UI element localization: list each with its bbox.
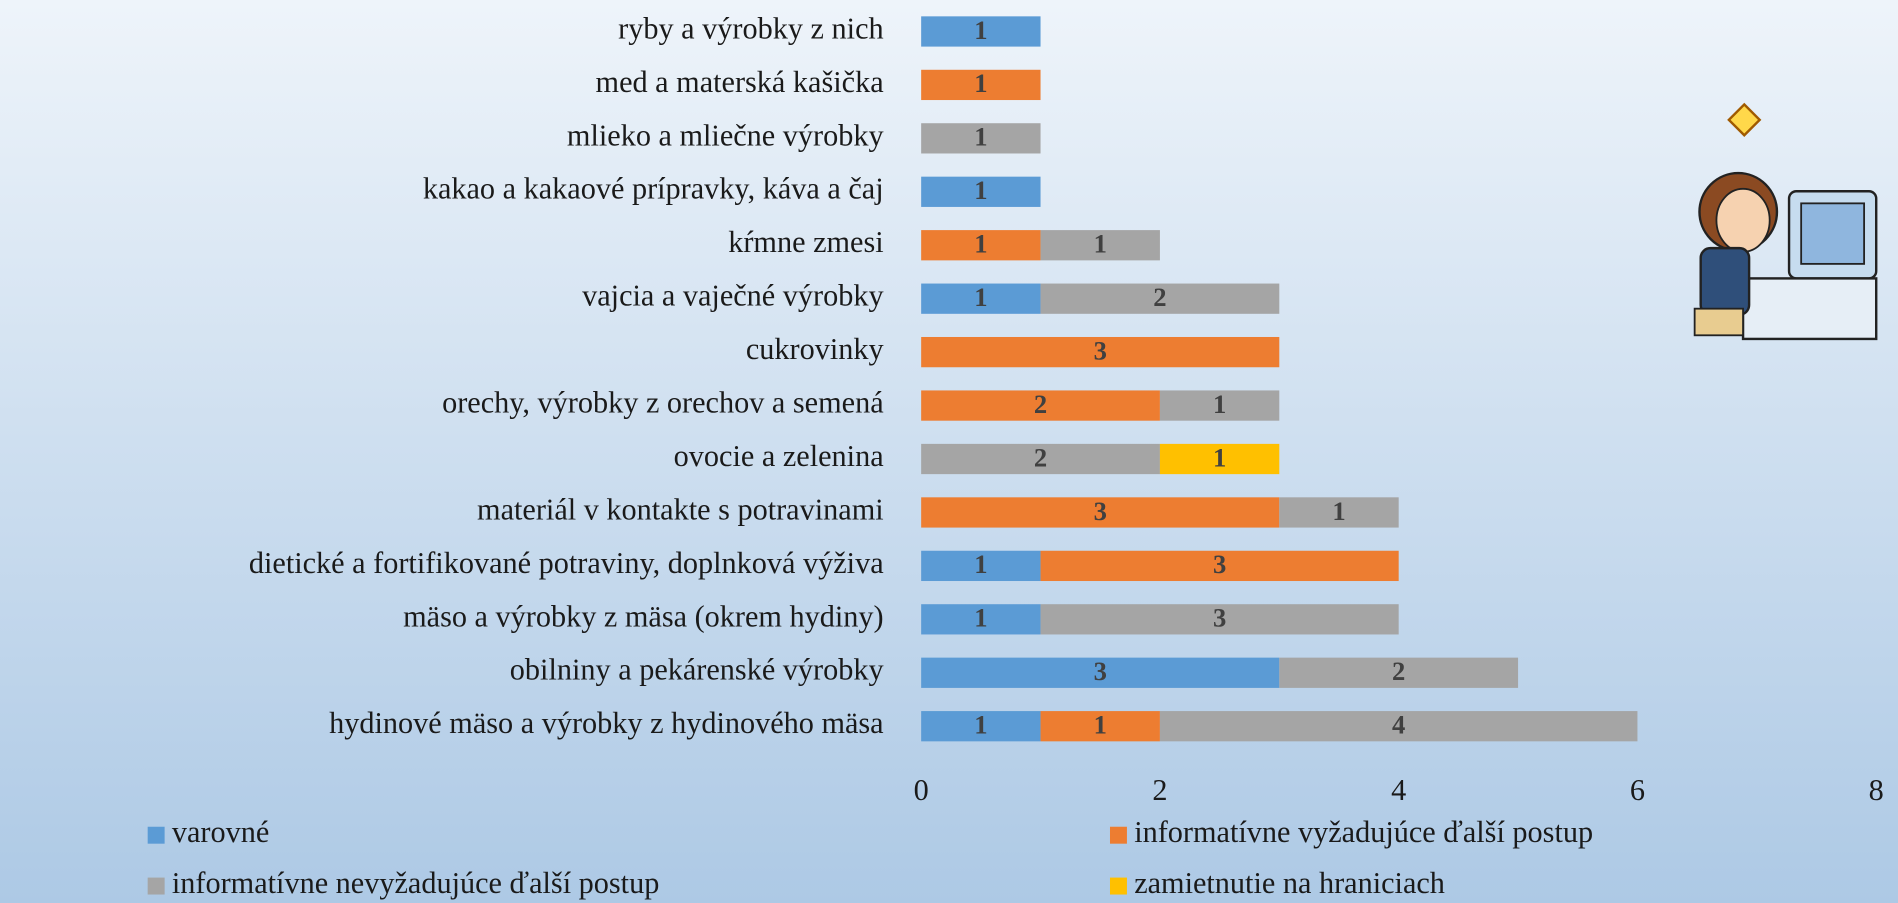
data-label: 4 (1392, 710, 1405, 740)
y-tick-label: hydinové mäso a výrobky z hydinového mäs… (329, 706, 884, 740)
data-label: 1 (974, 229, 987, 259)
data-label: 1 (974, 603, 987, 633)
data-label: 2 (1034, 389, 1047, 419)
data-label: 1 (1094, 229, 1107, 259)
y-tick-label: mlieko a mliečne výrobky (567, 118, 884, 152)
x-tick-label: 0 (914, 773, 929, 807)
legend-swatch (1110, 878, 1127, 895)
data-label: 3 (1094, 335, 1107, 365)
data-label: 1 (974, 15, 987, 45)
y-tick-label: med a materská kašička (596, 65, 885, 99)
x-tick-label: 8 (1869, 773, 1884, 807)
y-tick-label: obilniny a pekárenské výrobky (510, 653, 884, 687)
y-tick-label: ovocie a zelenina (674, 439, 885, 473)
data-label: 1 (974, 175, 987, 205)
x-tick-label: 6 (1630, 773, 1645, 807)
y-tick-label: vajcia a vaječné výrobky (582, 279, 884, 313)
data-label: 1 (1094, 710, 1107, 740)
data-label: 3 (1094, 656, 1107, 686)
y-tick-label: mäso a výrobky z mäsa (okrem hydiny) (403, 599, 884, 633)
legend-label: informatívne nevyžadujúce ďalší postup (172, 866, 659, 900)
data-label: 1 (1332, 496, 1345, 526)
data-label: 1 (1213, 442, 1226, 472)
legend-label: informatívne vyžadujúce ďalší postup (1134, 815, 1593, 849)
data-label: 1 (1213, 389, 1226, 419)
data-label: 1 (974, 68, 987, 98)
y-tick-label: cukrovinky (746, 332, 884, 366)
chart: 0 2 4 6 8 ryby a výrobky z nich 1 med a matersk… (0, 0, 1898, 903)
data-label: 2 (1034, 442, 1047, 472)
y-tick-label: dietické a fortifikované potraviny, dopl… (249, 546, 884, 580)
data-label: 2 (1153, 282, 1166, 312)
y-tick-label: materiál v kontakte s potravinami (477, 492, 884, 526)
data-label: 2 (1392, 656, 1405, 686)
data-label: 1 (974, 122, 987, 152)
y-tick-label: kakao a kakaové prípravky, káva a čaj (423, 172, 884, 206)
y-tick-label: ryby a výrobky z nich (618, 11, 883, 45)
data-label: 3 (1213, 549, 1226, 579)
x-tick-label: 4 (1391, 773, 1406, 807)
legend-label: zamietnutie na hraniciach (1134, 866, 1445, 900)
legend-swatch (148, 827, 165, 844)
data-label: 1 (974, 282, 987, 312)
data-label: 3 (1094, 496, 1107, 526)
y-tick-label: kŕmne zmesi (728, 225, 883, 259)
y-tick-label: orechy, výrobky z orechov a semená (442, 386, 884, 420)
legend-label: varovné (172, 815, 269, 849)
data-label: 1 (974, 549, 987, 579)
page: {"chart_data": {"type": "stacked-bar-hor… (0, 0, 1898, 903)
data-label: 3 (1213, 603, 1226, 633)
data-label: 1 (974, 710, 987, 740)
legend-swatch (1110, 827, 1127, 844)
x-tick-label: 2 (1152, 773, 1167, 807)
legend-swatch (148, 878, 165, 895)
